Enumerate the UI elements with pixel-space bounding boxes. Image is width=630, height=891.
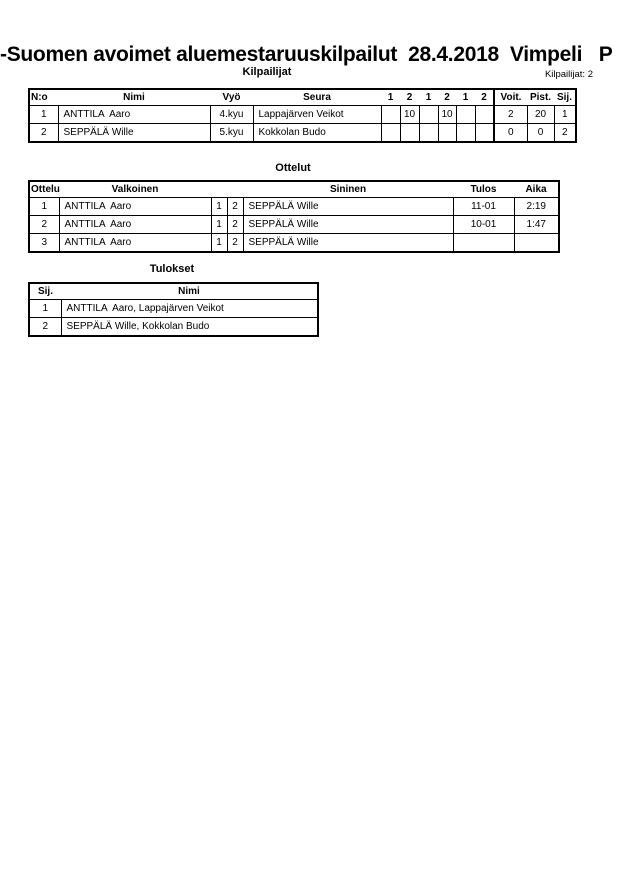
col-header-score: 1 bbox=[381, 89, 400, 106]
table-cell: ANTTILA Aaro bbox=[58, 233, 212, 253]
table-cell bbox=[474, 123, 495, 143]
table-cell: 2 bbox=[28, 215, 60, 234]
col-header-score: 2 bbox=[400, 89, 419, 106]
table-cell: 11-01 bbox=[452, 197, 515, 216]
table-cell bbox=[452, 233, 515, 253]
table-cell: 2 bbox=[28, 123, 59, 143]
table-cell bbox=[418, 105, 439, 124]
table-cell bbox=[513, 233, 560, 253]
table-cell: 1 bbox=[28, 105, 59, 124]
section-heading-tulokset: Tulokset bbox=[149, 263, 195, 275]
table-header-row: N:o Nimi Vyö Seura 1 2 1 2 1 2 Voit. Pis… bbox=[29, 89, 576, 106]
table-row: 1 ANTTILA Aaro 4.kyu Lappajärven Veikot … bbox=[28, 105, 577, 124]
col-header-score: 2 bbox=[475, 89, 494, 106]
col-header-score: 2 bbox=[438, 89, 456, 106]
table-cell: ANTTILA Aaro bbox=[58, 197, 212, 216]
table-ottelut: Ottelu Valkoinen Sininen Tulos Aika 1 AN… bbox=[28, 180, 560, 253]
col-header-aika: Aika bbox=[514, 181, 559, 198]
col-header-pist: Pist. bbox=[527, 89, 554, 106]
table-header-row: Sij. Nimi bbox=[29, 283, 318, 300]
col-header-blank bbox=[211, 181, 227, 198]
col-header-blank bbox=[227, 181, 243, 198]
table-cell: ANTTILA Aaro bbox=[57, 105, 211, 124]
table-cell bbox=[455, 105, 476, 124]
table-header-row: Ottelu Valkoinen Sininen Tulos Aika bbox=[29, 181, 559, 198]
table-cell: 0 bbox=[526, 123, 555, 143]
table-cell: ANTTILA Aaro bbox=[58, 215, 212, 234]
table-cell: 1 bbox=[210, 233, 228, 253]
table-cell bbox=[437, 123, 457, 143]
table-cell: 0 bbox=[493, 123, 528, 143]
table-cell: 1 bbox=[28, 299, 62, 318]
competitor-count-label: Kilpailijat: 2 bbox=[544, 69, 593, 80]
table-kilpailijat: N:o Nimi Vyö Seura 1 2 1 2 1 2 Voit. Pis… bbox=[28, 88, 577, 143]
table-cell: SEPPÄLÄ Wille, Kokkolan Budo bbox=[60, 317, 319, 337]
table-cell: 2 bbox=[226, 233, 244, 253]
table-cell: Lappajärven Veikot bbox=[252, 105, 382, 124]
table-cell: Kokkolan Budo bbox=[252, 123, 382, 143]
col-header-sij: Sij. bbox=[29, 283, 61, 300]
table-cell: 2 bbox=[553, 123, 577, 143]
table-cell: 10 bbox=[399, 105, 420, 124]
col-header-no: N:o bbox=[29, 89, 58, 106]
col-header-nimi: Nimi bbox=[58, 89, 210, 106]
col-header-score: 1 bbox=[456, 89, 475, 106]
table-cell: SEPPÄLÄ Wille bbox=[242, 215, 454, 234]
table-cell: SEPPÄLÄ Wille bbox=[242, 197, 454, 216]
table-cell: 1 bbox=[210, 197, 228, 216]
col-header-ottelu: Ottelu bbox=[29, 181, 60, 198]
table-row: 1 ANTTILA Aaro 1 2 SEPPÄLÄ Wille 11-01 2… bbox=[28, 197, 560, 216]
col-header-sij: Sij. bbox=[554, 89, 576, 106]
table-row: 2 ANTTILA Aaro 1 2 SEPPÄLÄ Wille 10-01 1… bbox=[28, 215, 560, 234]
table-cell bbox=[418, 123, 439, 143]
table-cell: ANTTILA Aaro, Lappajärven Veikot bbox=[60, 299, 319, 318]
table-cell bbox=[399, 123, 420, 143]
table-row: 1 ANTTILA Aaro, Lappajärven Veikot bbox=[28, 299, 319, 318]
table-cell: SEPPÄLÄ Wille bbox=[57, 123, 211, 143]
table-cell: 2 bbox=[226, 215, 244, 234]
table-cell bbox=[455, 123, 476, 143]
table-cell: 20 bbox=[526, 105, 555, 124]
col-header-voit: Voit. bbox=[493, 89, 527, 106]
competition-title: -Suomen avoimet aluemestaruuskilpailut 2… bbox=[0, 43, 613, 66]
table-cell: 1 bbox=[553, 105, 577, 124]
table-cell: 2 bbox=[28, 317, 62, 337]
table-row: 2 SEPPÄLÄ Wille, Kokkolan Budo bbox=[28, 317, 319, 337]
table-row: 3 ANTTILA Aaro 1 2 SEPPÄLÄ Wille bbox=[28, 233, 560, 253]
col-header-sininen: Sininen bbox=[243, 181, 453, 198]
table-cell: 1 bbox=[210, 215, 228, 234]
table-cell: 2:19 bbox=[513, 197, 560, 216]
table-cell: SEPPÄLÄ Wille bbox=[242, 233, 454, 253]
table-cell bbox=[380, 123, 401, 143]
table-cell: 4.kyu bbox=[209, 105, 254, 124]
table-cell: 1:47 bbox=[513, 215, 560, 234]
table-cell: 3 bbox=[28, 233, 60, 253]
col-header-seura: Seura bbox=[253, 89, 381, 106]
table-cell: 2 bbox=[493, 105, 528, 124]
col-header-score: 1 bbox=[419, 89, 438, 106]
section-heading-kilpailijat: Kilpailijat bbox=[242, 66, 292, 78]
table-cell bbox=[474, 105, 495, 124]
table-row: 2 SEPPÄLÄ Wille 5.kyu Kokkolan Budo 0 0 … bbox=[28, 123, 577, 143]
table-cell bbox=[380, 105, 401, 124]
table-cell: 5.kyu bbox=[209, 123, 254, 143]
col-header-valkoinen: Valkoinen bbox=[59, 181, 211, 198]
col-header-vyo: Vyö bbox=[210, 89, 253, 106]
section-heading-ottelut: Ottelut bbox=[275, 162, 311, 174]
table-cell: 2 bbox=[226, 197, 244, 216]
table-tulokset: Sij. Nimi 1 ANTTILA Aaro, Lappajärven Ve… bbox=[28, 282, 319, 337]
col-header-nimi: Nimi bbox=[61, 283, 318, 300]
col-header-tulos: Tulos bbox=[453, 181, 514, 198]
table-cell: 10-01 bbox=[452, 215, 515, 234]
table-cell: 1 bbox=[28, 197, 60, 216]
table-cell: 10 bbox=[437, 105, 457, 124]
